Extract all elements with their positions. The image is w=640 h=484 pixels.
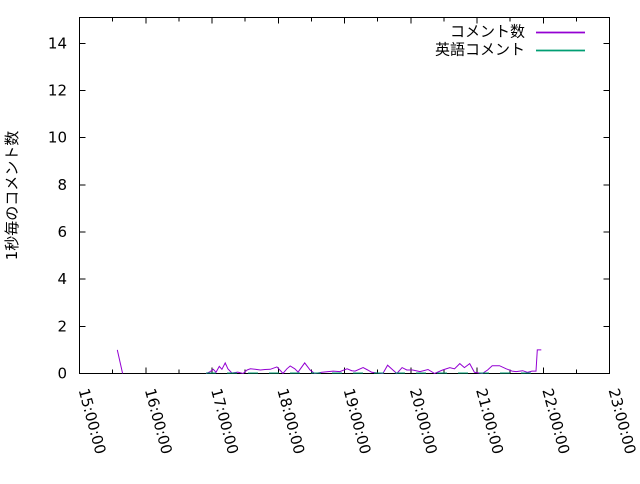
legend-label-english-comments: 英語コメント — [435, 41, 525, 59]
x-tick-label: 20:00:00 — [406, 386, 441, 456]
x-tick-labels: 15:00:00 16:00:00 17:00:00 18:00:00 19:00:00… — [75, 386, 640, 456]
x-tick-label: 16:00:00 — [141, 386, 176, 456]
series-comments — [205, 349, 542, 375]
y-tick-label: 14 — [48, 34, 67, 52]
legend-label-comments: コメント数 — [450, 23, 525, 41]
y-tick-label: 12 — [48, 82, 67, 100]
plot-frame — [79, 17, 610, 374]
x-tick-label: 21:00:00 — [472, 386, 507, 456]
y-tick-label: 10 — [48, 129, 67, 147]
x-tick-label: 15:00:00 — [75, 386, 110, 456]
x-tick-label: 23:00:00 — [605, 386, 640, 456]
y-axis-title: 1秒毎のコメント数 — [3, 131, 21, 261]
x-tick-label: 19:00:00 — [340, 386, 375, 456]
x-tick-label: 22:00:00 — [538, 386, 573, 456]
y-axis — [79, 42, 610, 374]
y-tick-label: 6 — [57, 223, 67, 241]
x-axis — [79, 17, 610, 374]
y-tick-label: 4 — [57, 270, 67, 288]
series-comments — [116, 349, 124, 374]
x-tick-label: 17:00:00 — [207, 386, 242, 456]
y-tick-label: 8 — [57, 176, 67, 194]
y-tick-labels: 0 2 4 6 8 10 12 14 — [48, 34, 67, 382]
x-tick-label: 18:00:00 — [273, 386, 308, 456]
y-tick-label: 2 — [57, 317, 67, 335]
y-tick-label: 0 — [57, 365, 67, 383]
